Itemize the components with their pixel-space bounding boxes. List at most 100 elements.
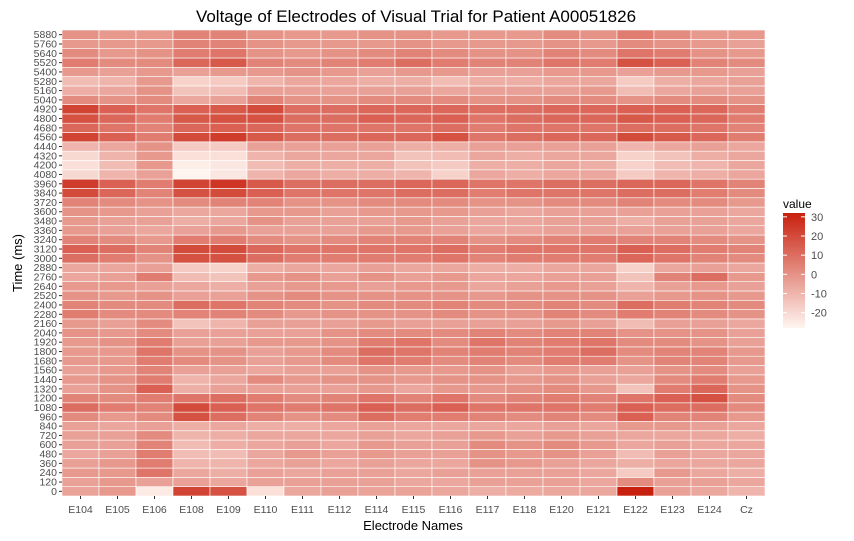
- x-tick-label: E106: [142, 504, 167, 516]
- heatmap-cell: [542, 113, 581, 124]
- heatmap-cell: [542, 122, 581, 133]
- heatmap-cell: [690, 104, 729, 115]
- heatmap-cell: [690, 346, 729, 357]
- heatmap-cell: [468, 160, 507, 171]
- heatmap-cell: [579, 355, 618, 366]
- heatmap-cell: [653, 262, 692, 273]
- heatmap-cell: [98, 355, 137, 366]
- y-tick-label: 3360: [34, 225, 58, 237]
- heatmap-cell: [431, 169, 470, 180]
- heatmap-cell: [394, 374, 433, 385]
- heatmap-cell: [61, 104, 100, 115]
- heatmap-cell: [653, 393, 692, 404]
- heatmap-cell: [357, 365, 396, 376]
- heatmap-cell: [505, 365, 544, 376]
- heatmap-cell: [135, 113, 174, 124]
- heatmap-cell: [542, 206, 581, 217]
- heatmap-cell: [727, 225, 766, 236]
- heatmap-cell: [320, 206, 359, 217]
- heatmap-cell: [283, 76, 322, 87]
- heatmap-cell: [542, 477, 581, 487]
- heatmap-cell: [98, 290, 137, 301]
- heatmap-cell: [98, 160, 137, 171]
- heatmap-cell: [246, 85, 285, 96]
- heatmap-cell: [468, 66, 507, 77]
- x-tick-label: E105: [105, 504, 130, 516]
- heatmap-cell: [468, 94, 507, 105]
- heatmap-cell: [209, 216, 248, 227]
- heatmap-cell: [172, 309, 211, 320]
- heatmap-cell: [61, 477, 100, 487]
- heatmap-cell: [172, 346, 211, 357]
- heatmap-cell: [61, 48, 100, 59]
- heatmap-cell: [468, 29, 507, 40]
- heatmap-cell: [431, 374, 470, 385]
- heatmap-cell: [98, 132, 137, 143]
- heatmap-cell: [283, 57, 322, 68]
- heatmap-cell: [135, 150, 174, 161]
- heatmap-cell: [98, 57, 137, 68]
- heatmap-cell: [283, 318, 322, 329]
- heatmap-cell: [542, 94, 581, 105]
- x-tick-label: E114: [365, 504, 389, 516]
- heatmap-cell: [61, 355, 100, 366]
- heatmap-cell: [61, 197, 100, 208]
- heatmap-cell: [283, 104, 322, 115]
- heatmap-cell: [579, 299, 618, 310]
- heatmap-cell: [357, 458, 396, 469]
- heatmap-cell: [246, 272, 285, 282]
- y-tick-label: 5520: [34, 57, 58, 69]
- heatmap-cell: [357, 160, 396, 171]
- heatmap-cell: [320, 374, 359, 385]
- heatmap-cell: [320, 197, 359, 208]
- heatmap-cell: [616, 355, 655, 366]
- heatmap-cell: [431, 66, 470, 77]
- heatmap-cell: [209, 150, 248, 161]
- heatmap-cell: [468, 421, 507, 432]
- heatmap-cell: [394, 122, 433, 133]
- heatmap-cell: [283, 411, 322, 422]
- heatmap-cell: [579, 48, 618, 59]
- heatmap-cell: [505, 94, 544, 105]
- heatmap-cell: [98, 225, 137, 236]
- heatmap-cell: [394, 113, 433, 124]
- heatmap-cell: [283, 216, 322, 227]
- heatmap-cell: [616, 57, 655, 68]
- heatmap-cell: [209, 477, 248, 487]
- heatmap-cell: [468, 188, 507, 199]
- heatmap-cell: [172, 355, 211, 366]
- heatmap-cell: [542, 299, 581, 310]
- heatmap-cell: [542, 160, 581, 171]
- heatmap-cell: [727, 262, 766, 273]
- heatmap-cell: [357, 411, 396, 422]
- heatmap-cell: [653, 467, 692, 478]
- heatmap-cell: [320, 411, 359, 422]
- heatmap-cell: [616, 290, 655, 301]
- heatmap-cell: [357, 374, 396, 385]
- y-tick-label: 5640: [34, 48, 58, 60]
- heatmap-cell: [61, 430, 100, 441]
- heatmap-cell: [579, 281, 618, 292]
- heatmap-cell: [283, 299, 322, 310]
- heatmap-cell: [61, 178, 100, 189]
- heatmap-cell: [579, 39, 618, 49]
- heatmap-cell: [135, 421, 174, 432]
- heatmap-cell: [209, 197, 248, 208]
- heatmap-cell: [431, 57, 470, 68]
- heatmap-cell: [135, 449, 174, 460]
- heatmap-cell: [431, 327, 470, 338]
- heatmap-cell: [690, 383, 729, 394]
- heatmap-cell: [690, 188, 729, 199]
- heatmap-cell: [209, 458, 248, 469]
- heatmap-cell: [468, 486, 507, 497]
- heatmap-cell: [690, 113, 729, 124]
- heatmap-cell: [505, 29, 544, 40]
- heatmap-cell: [542, 327, 581, 338]
- heatmap-cell: [283, 477, 322, 487]
- heatmap-cell: [209, 402, 248, 413]
- heatmap-cell: [690, 160, 729, 171]
- heatmap-cell: [283, 383, 322, 394]
- heatmap-cell: [320, 57, 359, 68]
- y-tick-label: 3480: [34, 216, 58, 228]
- heatmap-cell: [135, 141, 174, 152]
